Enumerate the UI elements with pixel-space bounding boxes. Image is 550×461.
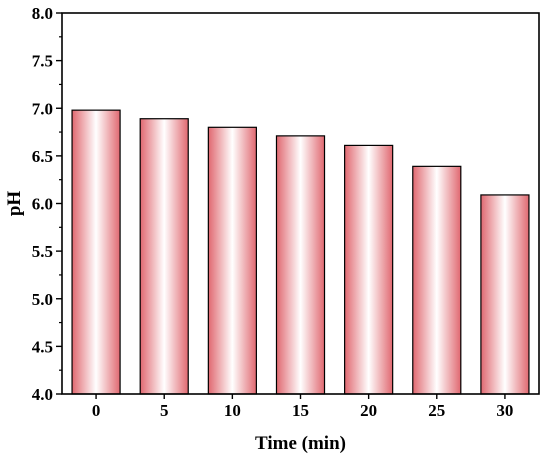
bar-0 — [71, 109, 121, 395]
y-tick-label: 8.0 — [32, 4, 53, 23]
bar-25 — [412, 165, 462, 395]
x-tick-label: 10 — [224, 401, 241, 420]
bar-15 — [275, 135, 326, 395]
y-tick-label: 5.5 — [32, 242, 53, 261]
bar-10 — [207, 126, 257, 395]
y-tick-label: 7.5 — [32, 52, 53, 71]
x-tick-label: 25 — [428, 401, 445, 420]
y-tick-label: 7.0 — [32, 99, 53, 118]
y-axis-title: pH — [4, 191, 25, 217]
plot-frame — [61, 12, 540, 395]
bar-5 — [139, 118, 189, 395]
x-tick-label: 5 — [160, 401, 169, 420]
x-tick-label: 0 — [92, 401, 101, 420]
y-axis-ticks: 4.0 4.5 5.0 5.5 6.0 6.5 7.0 7.5 8.0 — [32, 4, 62, 404]
x-axis-title: Time (min) — [255, 433, 346, 454]
bar-30 — [480, 194, 530, 395]
y-tick-label: 6.5 — [32, 147, 53, 166]
y-tick-label: 6.0 — [32, 195, 53, 214]
y-tick-label: 4.5 — [32, 337, 53, 356]
y-tick-label: 4.0 — [32, 385, 53, 404]
y-tick-label: 5.0 — [32, 290, 53, 309]
x-axis-ticks: 0 5 10 15 20 25 30 — [92, 394, 513, 420]
bars-group — [71, 109, 530, 395]
x-tick-label: 30 — [496, 401, 513, 420]
bar-20 — [344, 144, 394, 395]
x-tick-label: 20 — [360, 401, 377, 420]
x-tick-label: 15 — [292, 401, 309, 420]
